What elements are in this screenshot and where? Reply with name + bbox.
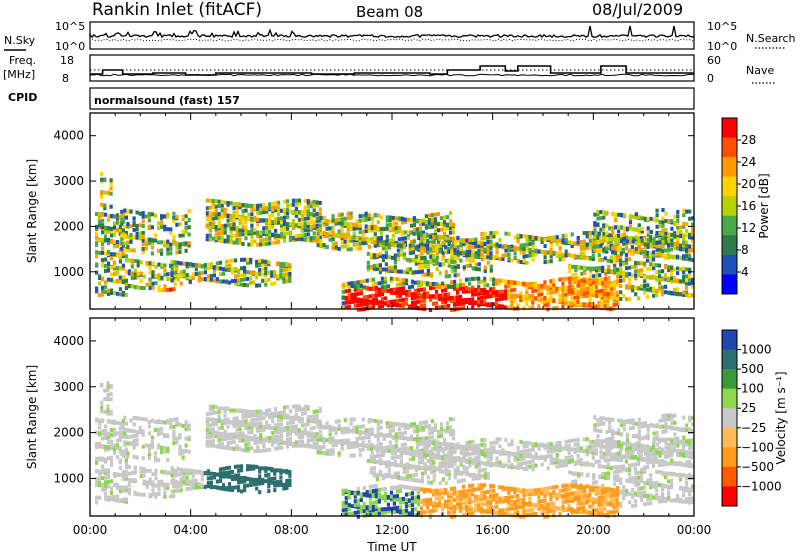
freq-tick-bottom: 8 xyxy=(62,72,69,85)
nsearch-tick-top: 10^5 xyxy=(707,20,737,33)
y-tick-label: 1000 xyxy=(53,265,84,279)
y-tick-label: 3000 xyxy=(53,380,84,394)
colorbar-tick-label: 100 xyxy=(741,382,764,396)
power-axes: 1000 2000 3000 4000 xyxy=(53,113,695,309)
cpid-panel: CPID normalsound (fast) 157 xyxy=(8,87,695,110)
station-title: Rankin Inlet (fitACF) xyxy=(92,0,262,20)
colorbar-tick-label: 500 xyxy=(741,362,764,376)
colorbar-tick-label: −25 xyxy=(741,421,766,435)
freq-unit: [MHz] xyxy=(3,68,35,81)
nsearch-tick-bottom: 10^0 xyxy=(707,40,737,53)
nave-label: Nave xyxy=(746,64,774,77)
y-tick-label: 4000 xyxy=(53,334,84,348)
x-tick-label: 16:00 xyxy=(475,523,510,537)
x-tick-label: 08:00 xyxy=(274,523,309,537)
colorbar-tick-label: 25 xyxy=(741,401,756,415)
nave-tick-bottom: 0 xyxy=(707,72,714,85)
colorbar-tick-label: 8 xyxy=(741,243,749,257)
colorbar-tick-label: 12 xyxy=(741,221,756,235)
velocity-heatmap-cells xyxy=(95,381,695,519)
colorbar-tick-label: 16 xyxy=(741,199,756,213)
colorbar-tick-label: 20 xyxy=(741,177,756,191)
colorbar-tick-label: 1000 xyxy=(741,343,772,357)
colorbar-tick-label: −1000 xyxy=(741,479,782,493)
time-axis-label: Time UT xyxy=(366,540,417,554)
x-tick-label: 00:00 xyxy=(677,523,712,537)
y-tick-label: 1000 xyxy=(53,471,84,485)
x-tick-label: 12:00 xyxy=(375,523,410,537)
velocity-axes: 1000 2000 3000 4000 00:00 04:00 08:00 12:00 16:0… xyxy=(53,318,711,537)
colorbar-tick-label: −100 xyxy=(741,440,774,454)
velocity-colorbar: −1000 −500 −100 −25 25 100 500 1000 Velocity [m… xyxy=(721,329,788,507)
nsky-tick-bottom: 10^0 xyxy=(55,40,85,53)
nsearch-label: N.Search xyxy=(746,32,796,45)
power-ylabel: Slant Range [km] xyxy=(25,159,39,263)
colorbar-tick-label: −500 xyxy=(741,460,774,474)
velocity-panel: 1000 2000 3000 4000 00:00 04:00 08:00 12:00 16:0… xyxy=(25,317,711,554)
y-tick-label: 2000 xyxy=(53,219,84,233)
freq-label: Freq. xyxy=(9,54,36,67)
nsky-tick-top: 10^5 xyxy=(55,20,85,33)
y-tick-label: 4000 xyxy=(53,129,84,143)
colorbar-tick-label: 28 xyxy=(741,133,756,147)
power-colorbar-label: Power [dB] xyxy=(757,173,771,238)
date-title: 08/Jul/2009 xyxy=(592,0,683,19)
freq-panel: Freq. [MHz] 18 8 60 0 Nave xyxy=(3,54,776,85)
power-heatmap-cells xyxy=(95,172,695,312)
x-tick-label: 04:00 xyxy=(173,523,208,537)
x-tick-label: 20:00 xyxy=(576,523,611,537)
y-tick-label: 2000 xyxy=(53,426,84,440)
cpid-label: CPID xyxy=(8,91,37,104)
colorbar-tick-label: 24 xyxy=(741,155,756,169)
x-tick-label: 00:00 xyxy=(73,523,108,537)
power-colorbar: 4 8 12 16 20 24 28 Power [dB] xyxy=(721,117,771,295)
cpid-value: normalsound (fast) 157 xyxy=(94,94,240,107)
freq-tick-top: 18 xyxy=(60,54,74,67)
nave-tick-top: 60 xyxy=(707,54,721,67)
velocity-ylabel: Slant Range [km] xyxy=(25,365,39,469)
nsky-label: N.Sky xyxy=(4,34,36,47)
power-panel: 1000 2000 3000 4000 Slant Range [km] xyxy=(25,112,695,312)
y-tick-label: 3000 xyxy=(53,174,84,188)
beam-title: Beam 08 xyxy=(356,3,423,21)
colorbar-tick-label: 4 xyxy=(741,265,749,279)
nsky-panel: N.Sky 10^5 10^0 10^5 10^0 N.Search xyxy=(4,20,796,53)
velocity-colorbar-label: Velocity [m s⁻¹] xyxy=(774,371,788,464)
